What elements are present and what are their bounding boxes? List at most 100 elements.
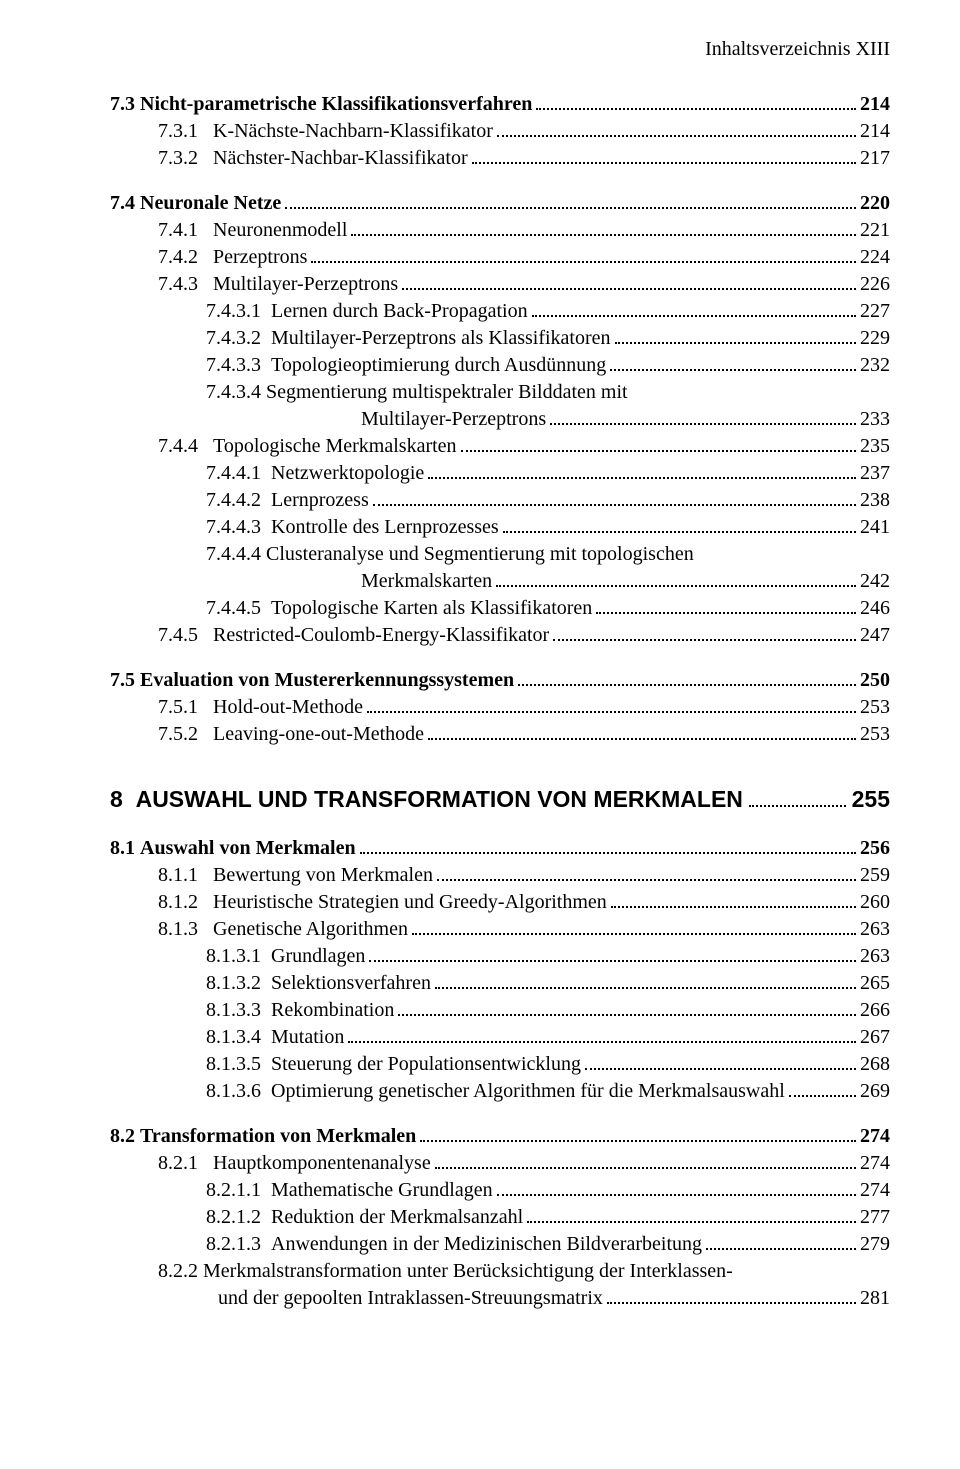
leader-dots xyxy=(348,1027,856,1043)
toc-num: 8.1.3.1 xyxy=(206,943,261,970)
toc-title: Topologische Karten als Klassifikatoren xyxy=(271,595,592,622)
toc-entry-7-4-5: 7.4.5 Restricted-Coulomb-Energy-Klassifi… xyxy=(110,622,890,649)
toc-page-number: 281 xyxy=(860,1285,890,1312)
chapter-heading-8: 8 AUSWAHL UND TRANSFORMATION VON MERKMAL… xyxy=(110,786,890,813)
toc-entry-7-4-3-1: 7.4.3.1 Lernen durch Back-Propagation 22… xyxy=(110,298,890,325)
toc-page-number: 256 xyxy=(860,835,890,862)
leader-dots xyxy=(369,946,856,962)
toc-num: 7.3.1 xyxy=(158,118,198,145)
toc-entry-8-1-3-1: 8.1.3.1 Grundlagen 263 xyxy=(110,943,890,970)
toc-num: 8.2.1.1 xyxy=(206,1177,261,1204)
toc-page-number: 269 xyxy=(860,1078,890,1105)
toc-title-line1: Merkmalstransformation unter Berücksicht… xyxy=(203,1260,733,1282)
toc-entry-7-4-3-3: 7.4.3.3 Topologieoptimierung durch Ausdü… xyxy=(110,352,890,379)
toc-num: 8.1.3.4 xyxy=(206,1024,261,1051)
leader-dots xyxy=(749,789,846,807)
leader-dots xyxy=(412,919,856,935)
toc-num: 7.5 xyxy=(110,667,135,694)
toc-num: 7.3.2 xyxy=(158,145,198,172)
toc-entry-7-4-1: 7.4.1 Neuronenmodell 221 xyxy=(110,217,890,244)
toc-num: 8.2.1 xyxy=(158,1150,198,1177)
leader-dots xyxy=(435,1153,856,1169)
toc-num: 7.4.2 xyxy=(158,244,198,271)
toc-entry-8-1-1: 8.1.1 Bewertung von Merkmalen 259 xyxy=(110,862,890,889)
toc-entry-8-1-3-3: 8.1.3.3 Rekombination 266 xyxy=(110,997,890,1024)
toc-title: Transformation von Merkmalen xyxy=(140,1123,416,1150)
toc-page-number: 229 xyxy=(860,325,890,352)
leader-dots xyxy=(351,220,856,236)
toc-title: Anwendungen in der Medizinischen Bildver… xyxy=(271,1231,702,1258)
toc-num: 8.2.2 xyxy=(158,1260,198,1282)
toc-page-number: 238 xyxy=(860,487,890,514)
leader-dots xyxy=(789,1081,856,1097)
toc-title: Nicht-parametrische Klassifikationsverfa… xyxy=(140,91,532,118)
toc-entry-8-2-1-2: 8.2.1.2 Reduktion der Merkmalsanzahl 277 xyxy=(110,1204,890,1231)
leader-dots xyxy=(532,301,856,317)
toc-entry-7-4-4-1: 7.4.4.1 Netzwerktopologie 237 xyxy=(110,460,890,487)
toc-num: 8.1.2 xyxy=(158,889,198,916)
toc-entry-7-3-1: 7.3.1 K-Nächste-Nachbarn-Klassifikator 2… xyxy=(110,118,890,145)
toc-entry-7-4-3: 7.4.3 Multilayer-Perzeptrons 226 xyxy=(110,271,890,298)
toc-title: Neuronale Netze xyxy=(140,190,281,217)
toc-title: Bewertung von Merkmalen xyxy=(213,862,433,889)
toc-page-number: 250 xyxy=(860,667,890,694)
toc-entry-8-1-3-4: 8.1.3.4 Mutation 267 xyxy=(110,1024,890,1051)
toc-num: 8.2 xyxy=(110,1123,135,1150)
toc-title: Heuristische Strategien und Greedy-Algor… xyxy=(213,889,607,916)
leader-dots xyxy=(536,94,856,110)
toc-page-number: 274 xyxy=(860,1150,890,1177)
leader-dots xyxy=(367,697,856,713)
toc-num: 8.1.3 xyxy=(158,916,198,943)
toc-page-number: 227 xyxy=(860,298,890,325)
toc-section-8-1: 8.1 Auswahl von Merkmalen 256 xyxy=(110,835,890,862)
toc-section-8-2: 8.2 Transformation von Merkmalen 274 xyxy=(110,1123,890,1150)
toc-num: 7.4.4 xyxy=(158,433,198,460)
toc-page-number: 274 xyxy=(860,1123,890,1150)
toc-title: Hauptkomponentenanalyse xyxy=(213,1150,431,1177)
leader-dots xyxy=(611,892,856,908)
toc-title: Hold-out-Methode xyxy=(213,694,363,721)
toc-entry-7-5-2: 7.5.2 Leaving-one-out-Methode 253 xyxy=(110,721,890,748)
toc-title: Multilayer-Perzeptrons als Klassifikator… xyxy=(271,325,611,352)
toc-num: 7.4.3.3 xyxy=(206,352,261,379)
toc-title: Leaving-one-out-Methode xyxy=(213,721,424,748)
leader-dots xyxy=(420,1126,856,1142)
running-header: Inhaltsverzeichnis XIII xyxy=(110,38,890,61)
toc-num: 8.1 xyxy=(110,835,135,862)
toc-num: 7.4.5 xyxy=(158,622,198,649)
toc-page-number: 214 xyxy=(860,118,890,145)
toc-num: 8.1.3.5 xyxy=(206,1051,261,1078)
toc-entry-8-2-1: 8.2.1 Hauptkomponentenanalyse 274 xyxy=(110,1150,890,1177)
toc-entry-7-4-4-4: 7.4.4.4 Clusteranalyse und Segmentierung… xyxy=(110,541,890,595)
leader-dots xyxy=(373,490,856,506)
toc-entry-8-1-3-2: 8.1.3.2 Selektionsverfahren 265 xyxy=(110,970,890,997)
toc-page-number: 221 xyxy=(860,217,890,244)
toc-page-number: 233 xyxy=(860,406,890,433)
toc-num: 8.1.3.2 xyxy=(206,970,261,997)
toc-title: Nächster-Nachbar-Klassifikator xyxy=(213,145,468,172)
toc-page-number: 237 xyxy=(860,460,890,487)
chapter-page-number: 255 xyxy=(852,786,890,813)
toc-title: Netzwerktopologie xyxy=(271,460,424,487)
toc-num: 8.2.1.3 xyxy=(206,1231,261,1258)
toc-page-number: 260 xyxy=(860,889,890,916)
toc-num: 7.4.4.1 xyxy=(206,460,261,487)
leader-dots xyxy=(550,409,856,425)
leader-dots xyxy=(610,355,856,371)
toc-entry-8-2-1-3: 8.2.1.3 Anwendungen in der Medizinischen… xyxy=(110,1231,890,1258)
leader-dots xyxy=(360,838,856,854)
leader-dots xyxy=(311,247,856,263)
toc-page-number: 220 xyxy=(860,190,890,217)
leader-dots xyxy=(437,865,856,881)
toc-entry-8-1-3-6: 8.1.3.6 Optimierung genetischer Algorith… xyxy=(110,1078,890,1105)
toc-page-number: 224 xyxy=(860,244,890,271)
toc-entry-7-4-2: 7.4.2 Perzeptrons 224 xyxy=(110,244,890,271)
toc-entry-8-1-3-5: 8.1.3.5 Steuerung der Populationsentwick… xyxy=(110,1051,890,1078)
toc-page-number: 242 xyxy=(860,568,890,595)
toc-entry-7-4-4-5: 7.4.4.5 Topologische Karten als Klassifi… xyxy=(110,595,890,622)
leader-dots xyxy=(585,1054,856,1070)
leader-dots xyxy=(428,463,856,479)
toc-title-line2: Multilayer-Perzeptrons xyxy=(361,406,546,433)
toc-page-number: 265 xyxy=(860,970,890,997)
toc-page-number: 235 xyxy=(860,433,890,460)
